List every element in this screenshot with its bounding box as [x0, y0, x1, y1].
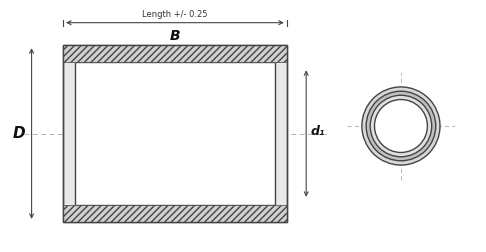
- Circle shape: [370, 95, 432, 157]
- Text: B: B: [170, 29, 180, 43]
- Bar: [63, 45, 287, 222]
- Bar: [63, 205, 287, 222]
- Bar: [75, 62, 275, 205]
- Circle shape: [375, 100, 427, 152]
- Bar: [63, 45, 287, 62]
- Text: d₁: d₁: [310, 124, 325, 138]
- Bar: [63, 45, 287, 222]
- Circle shape: [362, 87, 440, 165]
- Text: D: D: [13, 126, 26, 141]
- Circle shape: [366, 91, 436, 161]
- Text: Length +/- 0.25: Length +/- 0.25: [142, 10, 208, 19]
